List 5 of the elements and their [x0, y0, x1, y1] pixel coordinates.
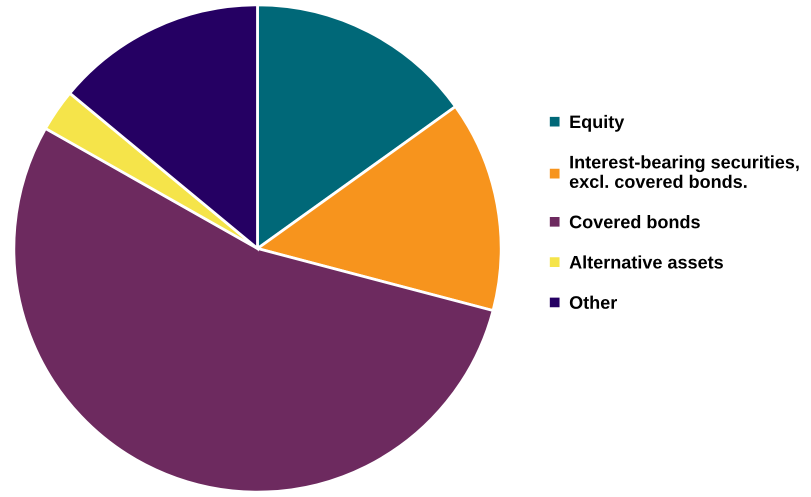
- legend-label: Covered bonds: [570, 215, 700, 228]
- legend-label: Alternative assets: [570, 255, 723, 269]
- legend-label: Equity: [570, 114, 624, 132]
- legend-label: Other: [570, 296, 618, 309]
- legend-label: Interest-bearing securities, excl. covered bonds.: [570, 155, 799, 188]
